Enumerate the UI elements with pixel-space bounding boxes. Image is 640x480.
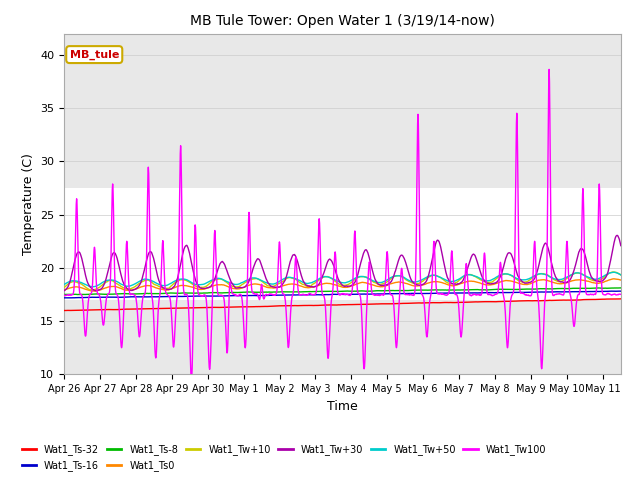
Y-axis label: Temperature (C): Temperature (C)	[22, 153, 35, 255]
Legend: Wat1_Ts-32, Wat1_Ts-16, Wat1_Ts-8, Wat1_Ts0, Wat1_Tw+10, Wat1_Tw+30, Wat1_Tw+50,: Wat1_Ts-32, Wat1_Ts-16, Wat1_Ts-8, Wat1_…	[18, 441, 550, 475]
Bar	[64, 188, 621, 300]
Text: MB_tule: MB_tule	[70, 49, 119, 60]
Title: MB Tule Tower: Open Water 1 (3/19/14-now): MB Tule Tower: Open Water 1 (3/19/14-now…	[190, 14, 495, 28]
X-axis label: Time: Time	[327, 400, 358, 413]
